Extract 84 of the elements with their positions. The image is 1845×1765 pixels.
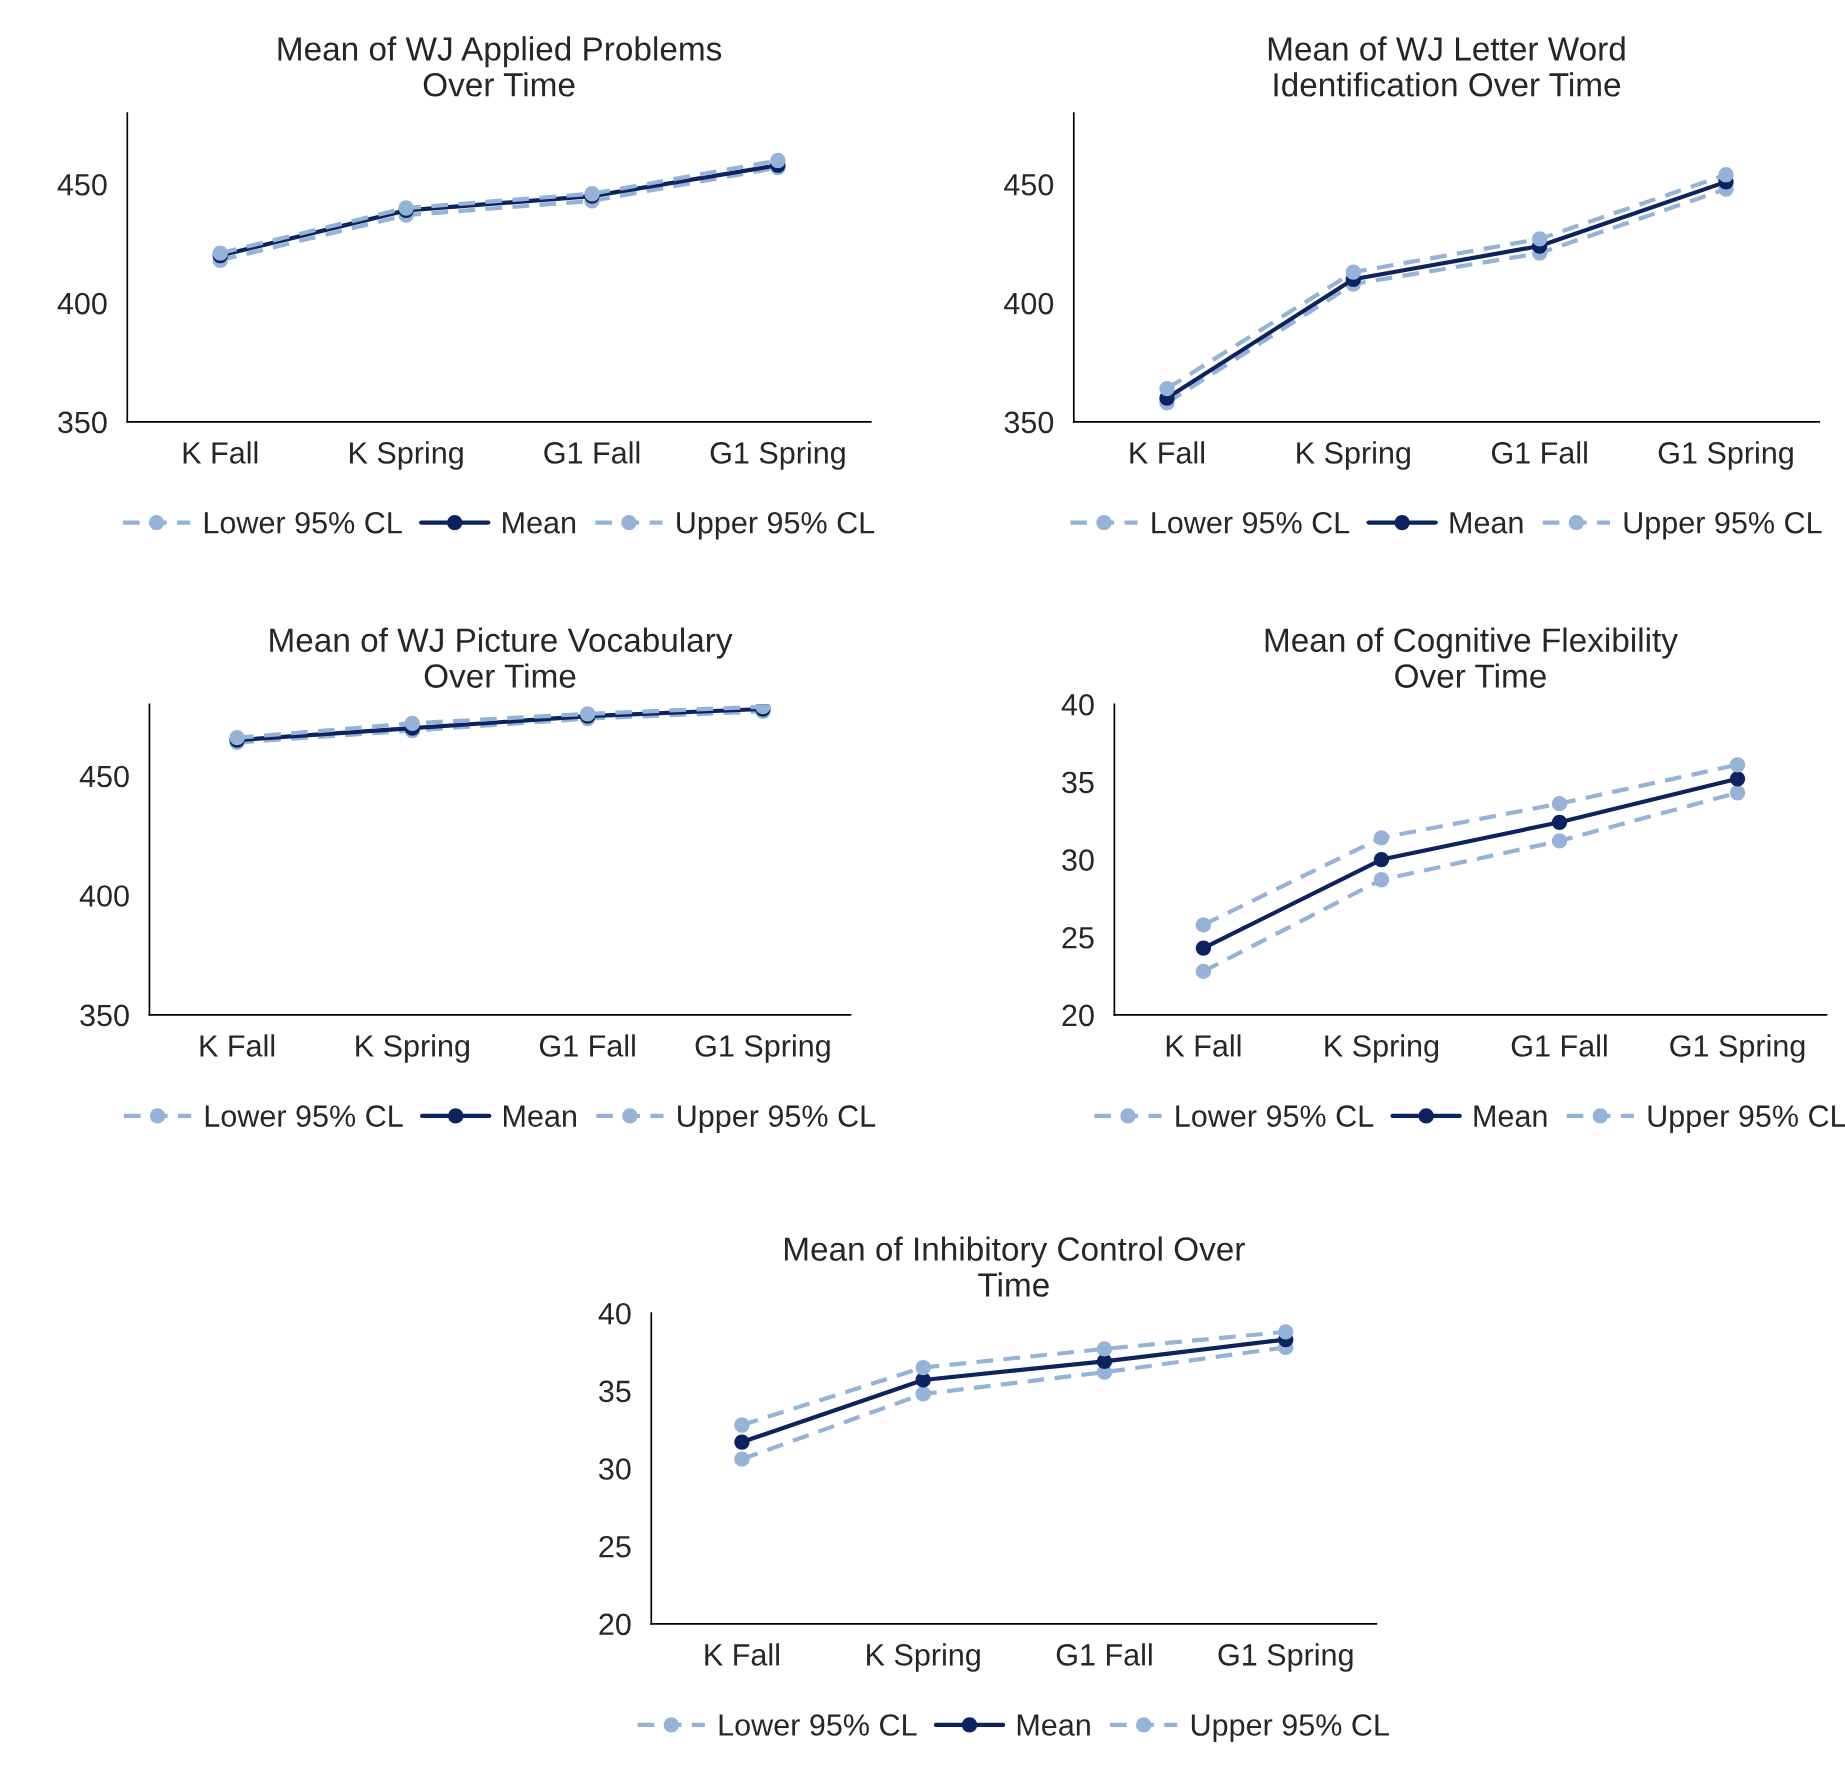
x-tick-label: K Spring [350,441,463,470]
x-tick-label: K Spring [356,1034,469,1063]
point [770,152,786,169]
x-tick-label: K Spring [1297,441,1410,470]
legend-label: Mean [1017,1714,1090,1736]
y-tick-label: 40 [598,1302,631,1325]
x-tick-label: K Fall [705,1643,779,1666]
point [1729,757,1746,773]
point [734,1417,750,1433]
x-tick-label: G1 Spring [1670,1034,1805,1063]
point [1551,814,1568,830]
x-tick-label: G1 Fall [539,1034,635,1057]
point [1551,833,1568,849]
y-tick-label: 450 [57,173,107,196]
x-tick-label: K Spring [867,1643,980,1672]
point [1729,785,1746,801]
point [1278,1324,1294,1340]
x-tick-label: K Spring [1325,1034,1439,1063]
legend-label: Upper 95% CL [678,1105,876,1133]
x-tick-label: G1 Spring [710,441,845,470]
legend-label: Lower 95% CL [1176,1105,1374,1127]
legend-label: Lower 95% CL [204,511,402,534]
point [1532,231,1548,247]
x-tick-label: G1 Fall [1056,1643,1152,1666]
chart-title: Mean of WJ Picture Vocabulary Over Time [270,627,733,688]
legend-label: Upper 95% CL [1624,511,1822,540]
y-tick-label: 400 [1004,292,1054,315]
point [1345,264,1361,280]
point [1195,917,1212,933]
legend-label: Mean [504,1105,576,1127]
legend-label: Mean [1450,512,1523,534]
legend-label: Mean [1474,1105,1547,1127]
legend-label: Lower 95% CL [719,1714,917,1736]
point [1195,940,1212,956]
y-tick-label: 35 [599,1380,631,1403]
chart-title: Mean of WJ Letter Word Identification Over Time [1268,36,1625,97]
y-tick-label: 400 [57,292,107,315]
legend-label: Lower 95% CL [205,1105,403,1127]
y-tick-label: 30 [1062,849,1094,871]
point [915,1359,931,1376]
y-tick-label: 35 [1062,771,1094,794]
chart-title: Mean of WJ Applied Problems Over Time [278,36,722,97]
legend-label: Upper 95% CL [677,511,875,540]
point [1195,963,1212,980]
point [1373,830,1390,846]
y-tick-label: 40 [1061,693,1094,716]
point [1159,380,1175,397]
x-tick-label: G1 Fall [544,441,640,464]
chart-title: Mean of Cognitive Flexibility Over Time [1265,627,1678,688]
point [915,1386,931,1402]
point [1096,1353,1113,1369]
y-tick-label: 20 [599,1613,631,1636]
point [734,1434,750,1450]
point [1718,167,1734,183]
x-tick-label: K Fall [1130,441,1204,464]
y-tick-label: 350 [1004,411,1054,434]
point [1551,796,1568,812]
point [1373,851,1390,868]
y-tick-label: 20 [1062,1004,1094,1027]
x-tick-label: K Fall [1166,1034,1241,1057]
x-tick-label: G1 Fall [1491,441,1587,464]
legend-label: Mean [503,512,576,534]
y-tick-label: 30 [599,1458,631,1480]
y-tick-label: 450 [79,765,129,788]
point [1729,771,1746,787]
x-tick-label: G1 Fall [1511,1034,1607,1057]
point [1096,1341,1113,1357]
legend-label: Upper 95% CL [1191,1714,1389,1742]
x-tick-label: G1 Spring [1658,441,1793,470]
y-tick-label: 400 [79,885,129,907]
x-tick-label: K Fall [183,441,258,464]
x-tick-label: G1 Spring [1218,1643,1353,1672]
y-tick-label: 25 [599,1535,631,1558]
x-tick-label: G1 Spring [695,1034,830,1063]
y-tick-label: 350 [58,411,107,434]
point [1373,872,1390,888]
x-tick-label: K Fall [200,1034,275,1057]
legend-label: Lower 95% CL [1152,511,1350,534]
point [734,1451,750,1467]
y-tick-label: 25 [1062,926,1094,949]
legend-label: Upper 95% CL [1648,1105,1845,1133]
y-tick-label: 450 [1004,173,1054,196]
chart-title: Mean of Inhibitory Control Over Time [784,1236,1245,1297]
y-tick-label: 350 [80,1004,129,1027]
